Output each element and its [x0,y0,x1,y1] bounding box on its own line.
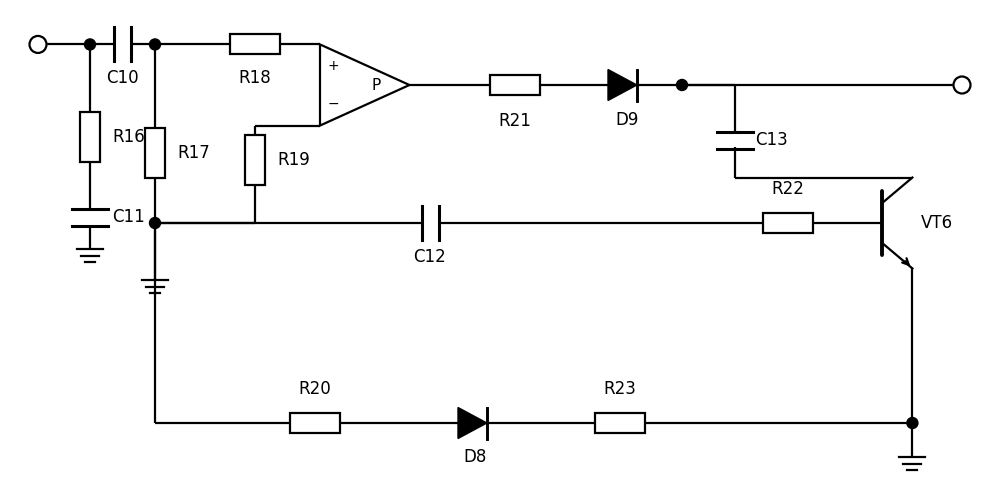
Bar [145,128,165,178]
Text: R23: R23 [604,380,636,398]
Circle shape [676,80,688,91]
Text: R19: R19 [277,151,310,169]
Circle shape [150,217,160,229]
Text: +: + [327,59,339,73]
Text: R18: R18 [239,69,271,88]
Bar [230,35,280,54]
Text: R20: R20 [299,380,331,398]
Text: C13: C13 [755,131,788,149]
Text: C12: C12 [414,248,446,266]
Text: C11: C11 [112,208,145,226]
Circle shape [150,39,160,50]
Bar [245,135,265,185]
Bar [490,75,540,95]
Text: D9: D9 [615,111,639,129]
Bar [595,413,645,433]
Text: R21: R21 [499,112,531,130]
Text: R17: R17 [177,144,210,162]
Text: −: − [327,97,339,111]
Circle shape [84,39,96,50]
Polygon shape [320,45,409,126]
Text: C10: C10 [106,69,138,88]
Text: D8: D8 [463,448,487,466]
Text: R22: R22 [772,180,804,198]
Circle shape [907,417,918,429]
Text: VT6: VT6 [920,214,953,232]
Polygon shape [458,407,487,439]
Bar [763,213,813,233]
Bar [290,413,340,433]
Circle shape [30,36,46,53]
Text: R16: R16 [112,128,145,146]
Polygon shape [608,69,637,100]
Bar [80,112,100,162]
Text: P: P [371,78,381,93]
Circle shape [953,77,970,94]
